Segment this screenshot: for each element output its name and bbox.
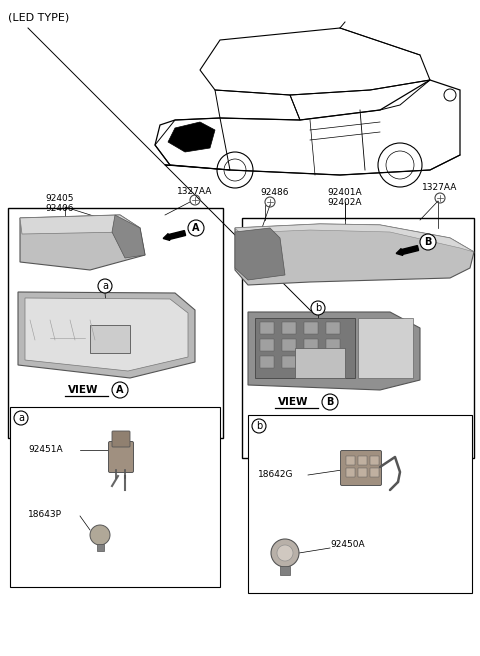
FancyArrow shape	[163, 230, 186, 240]
Circle shape	[271, 539, 299, 567]
Circle shape	[188, 220, 204, 236]
Text: 92451A: 92451A	[28, 445, 62, 454]
FancyBboxPatch shape	[248, 415, 472, 593]
FancyBboxPatch shape	[90, 325, 130, 353]
Circle shape	[98, 279, 112, 293]
FancyBboxPatch shape	[304, 356, 318, 368]
Text: (LED TYPE): (LED TYPE)	[8, 12, 69, 22]
FancyArrow shape	[396, 245, 419, 255]
FancyBboxPatch shape	[255, 318, 355, 378]
Text: 92401A
92402A: 92401A 92402A	[328, 188, 362, 207]
Text: a: a	[102, 281, 108, 291]
FancyBboxPatch shape	[304, 339, 318, 351]
FancyBboxPatch shape	[108, 441, 133, 472]
Circle shape	[322, 394, 338, 410]
Polygon shape	[18, 292, 195, 378]
Text: 92450A: 92450A	[330, 540, 365, 549]
FancyBboxPatch shape	[346, 468, 355, 477]
FancyBboxPatch shape	[304, 322, 318, 334]
FancyBboxPatch shape	[282, 356, 296, 368]
FancyBboxPatch shape	[96, 544, 104, 551]
Text: VIEW: VIEW	[278, 397, 309, 407]
FancyBboxPatch shape	[242, 218, 474, 458]
Polygon shape	[235, 224, 474, 285]
Text: 1327AA: 1327AA	[422, 183, 458, 192]
Text: b: b	[256, 421, 262, 431]
FancyBboxPatch shape	[326, 356, 340, 368]
Circle shape	[252, 419, 266, 433]
Polygon shape	[168, 122, 215, 152]
FancyBboxPatch shape	[358, 468, 367, 477]
Text: A: A	[192, 223, 200, 233]
Polygon shape	[235, 224, 474, 252]
Circle shape	[311, 301, 325, 315]
Circle shape	[420, 234, 436, 250]
Polygon shape	[20, 215, 145, 270]
FancyBboxPatch shape	[358, 456, 367, 465]
Text: VIEW: VIEW	[68, 385, 98, 395]
FancyBboxPatch shape	[370, 468, 379, 477]
Text: b: b	[315, 303, 321, 313]
Polygon shape	[20, 215, 140, 234]
Circle shape	[90, 525, 110, 545]
Text: B: B	[326, 397, 334, 407]
Circle shape	[112, 382, 128, 398]
FancyBboxPatch shape	[346, 456, 355, 465]
Text: a: a	[18, 413, 24, 423]
Text: 92405
92406: 92405 92406	[46, 194, 74, 213]
FancyBboxPatch shape	[260, 356, 274, 368]
Circle shape	[14, 411, 28, 425]
Text: 18642G: 18642G	[258, 470, 293, 479]
FancyBboxPatch shape	[340, 451, 382, 485]
FancyBboxPatch shape	[260, 322, 274, 334]
FancyBboxPatch shape	[370, 456, 379, 465]
Circle shape	[277, 545, 293, 561]
Polygon shape	[235, 228, 285, 280]
FancyBboxPatch shape	[295, 348, 345, 378]
Text: 1327AA: 1327AA	[177, 187, 213, 196]
FancyBboxPatch shape	[326, 322, 340, 334]
Text: A: A	[116, 385, 124, 395]
FancyBboxPatch shape	[10, 407, 220, 587]
FancyBboxPatch shape	[112, 431, 130, 447]
FancyBboxPatch shape	[326, 339, 340, 351]
Polygon shape	[248, 312, 420, 390]
Text: 18643P: 18643P	[28, 510, 62, 519]
FancyBboxPatch shape	[282, 339, 296, 351]
FancyBboxPatch shape	[358, 318, 413, 378]
FancyBboxPatch shape	[260, 339, 274, 351]
FancyBboxPatch shape	[282, 322, 296, 334]
Text: B: B	[424, 237, 432, 247]
Polygon shape	[112, 215, 145, 258]
Polygon shape	[25, 298, 188, 371]
FancyBboxPatch shape	[8, 208, 223, 438]
Text: 92486: 92486	[261, 188, 289, 197]
FancyBboxPatch shape	[280, 566, 290, 575]
